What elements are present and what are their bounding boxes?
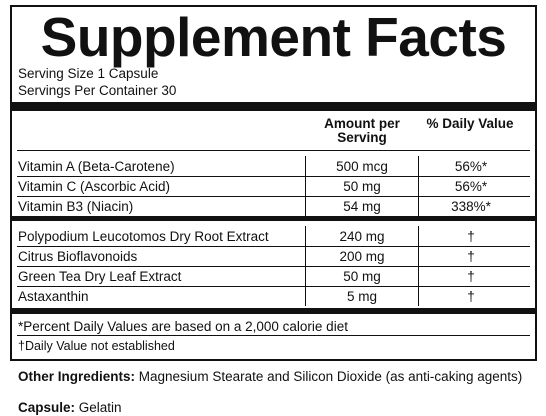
title: Supplement Facts [40, 6, 507, 68]
nutrient-name: Vitamin C (Ascorbic Acid) [18, 179, 171, 194]
nutrient-dv: † [467, 249, 475, 264]
row-rule [17, 286, 530, 287]
nutrient-name: Polypodium Leucotomos Dry Root Extract [18, 229, 269, 244]
rule [17, 335, 530, 336]
nutrient-dv: † [467, 229, 475, 244]
thick-rule [12, 102, 535, 111]
rule [17, 150, 530, 151]
column-divider [418, 266, 419, 286]
column-divider [418, 156, 419, 176]
other-label: Other Ingredients: [18, 369, 136, 384]
dv-header: % Daily Value [426, 116, 514, 131]
other-text: Magnesium Stearate and Silicon Dioxide (… [138, 369, 523, 384]
column-divider [418, 246, 419, 266]
nutrient-name: Astaxanthin [18, 289, 89, 304]
nutrient-amount: 50 mg [343, 179, 381, 194]
nutrient-dv: † [467, 289, 475, 304]
nutrient-dv: 56%* [454, 159, 488, 174]
nutrient-amount: 54 mg [343, 199, 381, 214]
row-rule [17, 176, 530, 177]
amount-header: Amount per Serving [324, 116, 400, 145]
nutrient-dv: 338%* [451, 199, 491, 214]
thick-rule [12, 216, 535, 221]
nutrient-amount: 200 mg [339, 249, 385, 264]
nutrient-amount: 5 mg [346, 289, 377, 304]
capsule-text: Gelatin [78, 400, 122, 415]
nutrient-amount: 500 mcg [336, 159, 388, 174]
nutrient-name: Vitamin B3 (Niacin) [18, 199, 134, 214]
nutrient-amount: 240 mg [339, 229, 385, 244]
thick-rule [12, 308, 535, 314]
column-divider [305, 266, 306, 286]
nutrient-dv: † [467, 269, 475, 284]
nutrient-name: Vitamin A (Beta-Carotene) [18, 159, 175, 174]
row-rule [17, 266, 530, 267]
nutrient-dv: 56%* [454, 179, 488, 194]
column-divider [305, 156, 306, 176]
nutrient-name: Green Tea Dry Leaf Extract [18, 269, 182, 284]
capsule: Capsule: Gelatin [18, 399, 122, 416]
capsule-label: Capsule: [18, 400, 76, 415]
serving-size: Serving Size 1 Capsule [18, 66, 159, 81]
row-rule [17, 196, 530, 197]
column-divider [418, 286, 419, 306]
column-divider [305, 286, 306, 306]
column-divider [305, 226, 306, 246]
nutrient-name: Citrus Bioflavonoids [18, 249, 138, 264]
column-divider [305, 246, 306, 266]
column-divider [305, 196, 306, 216]
nutrient-amount: 50 mg [343, 269, 381, 284]
footnote: †Daily Value not established [18, 339, 175, 353]
footnote: *Percent Daily Values are based on a 2,0… [18, 319, 348, 334]
column-divider [418, 176, 419, 196]
column-divider [418, 196, 419, 216]
servings-per-container: Servings Per Container 30 [18, 83, 177, 98]
row-rule [17, 246, 530, 247]
label-border [10, 5, 537, 361]
other-ingredients: Other Ingredients: Magnesium Stearate an… [18, 369, 538, 385]
column-divider [418, 226, 419, 246]
column-divider [305, 176, 306, 196]
